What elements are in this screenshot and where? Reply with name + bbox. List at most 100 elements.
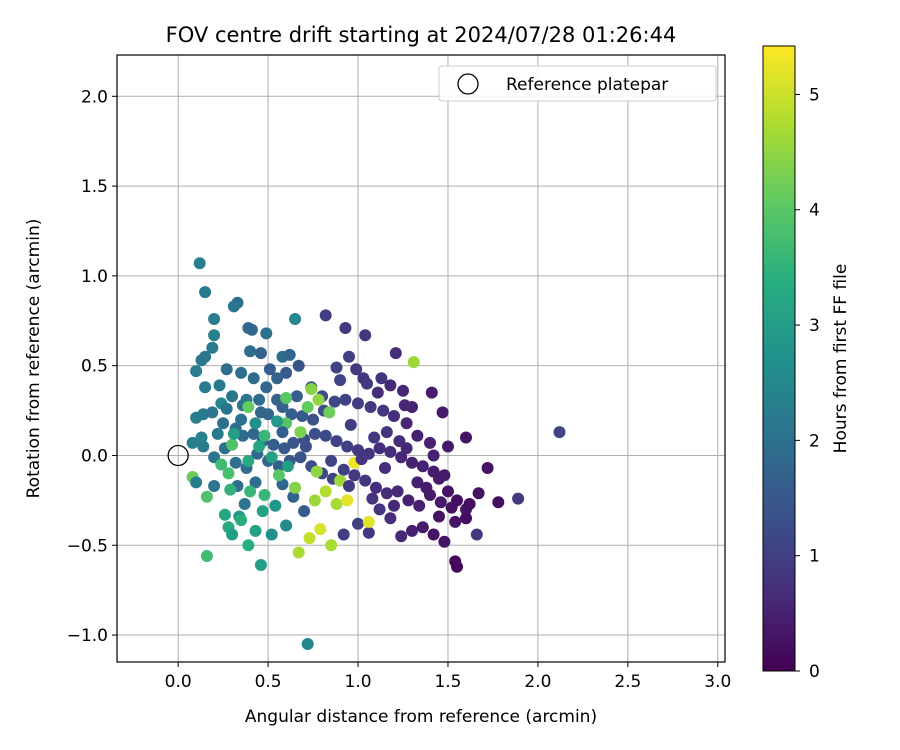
scatter-point (190, 476, 203, 489)
scatter-point (377, 404, 390, 417)
scatter-point (305, 383, 318, 395)
scatter-point (366, 492, 379, 505)
y-tick-label: 2.0 (81, 87, 108, 107)
scatter-point (200, 550, 213, 562)
scatter-point (238, 498, 251, 510)
scatter-point (330, 435, 343, 448)
y-axis-label: Rotation from reference (arcmin) (24, 219, 44, 499)
scatter-point (380, 426, 393, 439)
colorbar-gradient (762, 45, 796, 672)
plot-frame (116, 54, 726, 663)
scatter-point (512, 492, 525, 505)
scatter-point (215, 458, 228, 471)
scatter-point (224, 483, 237, 496)
scatter-point (258, 489, 271, 501)
scatter-point (460, 431, 472, 444)
scatter-point (416, 460, 429, 473)
scatter-point (307, 413, 320, 426)
scatter-point (325, 539, 338, 552)
scatter-point (364, 401, 377, 413)
scatter-point (438, 535, 451, 548)
scatter-point (341, 494, 354, 507)
y-tick-label: 1.5 (81, 177, 108, 197)
colorbar-ticks: 0 1 2 3 4 5 (795, 85, 820, 682)
scatter-point (397, 384, 409, 397)
scatter-point (463, 498, 476, 510)
scatter-point (226, 438, 239, 451)
scatter-point (253, 440, 266, 453)
scatter-point (389, 347, 402, 360)
legend-box (438, 65, 717, 102)
scatter-point (226, 528, 239, 541)
scatter-point (247, 372, 260, 385)
x-axis-label: Angular distance from reference (arcmin) (245, 707, 597, 727)
scatter-point (375, 372, 388, 385)
scatter-point (368, 431, 381, 444)
scatter-point (272, 460, 285, 473)
scatter-point (267, 438, 280, 451)
scatter-point (294, 426, 307, 439)
colorbar-tick-label: 2 (809, 431, 820, 451)
scatter-point (553, 426, 566, 439)
scatter-point (220, 363, 233, 376)
scatter-point (235, 413, 248, 426)
scatter-point (190, 365, 203, 378)
scatter-point (235, 366, 248, 379)
scatter-point (199, 381, 212, 394)
scatter-points (186, 257, 566, 650)
scatter-point (217, 417, 230, 430)
legend: Reference platepar (438, 65, 717, 102)
scatter-point (481, 462, 494, 474)
scatter-point (280, 392, 293, 404)
x-axis-ticks: 0.0 0.5 1.0 1.5 2.0 2.5 3.0 (165, 662, 731, 692)
scatter-point (272, 469, 285, 482)
scatter-point (343, 350, 355, 363)
scatter-point (287, 436, 300, 449)
scatter-point (330, 498, 343, 510)
legend-label-reference-platepar: Reference platepar (506, 75, 668, 95)
scatter-point (276, 426, 289, 439)
scatter-point (199, 286, 212, 299)
y-tick-label: 0.5 (81, 357, 108, 377)
scatter-point (244, 345, 257, 358)
scatter-point (254, 347, 267, 360)
scatter-point (388, 410, 400, 422)
scatter-point (265, 451, 278, 464)
scatter-point (413, 499, 426, 512)
scatter-point (334, 474, 347, 487)
scatter-point (208, 329, 221, 342)
scatter-point (256, 505, 269, 518)
scatter-point (400, 417, 413, 430)
scatter-point (395, 530, 408, 543)
scatter-point (287, 490, 300, 503)
scatter-point (242, 539, 255, 552)
scatter-point (227, 300, 240, 313)
scatter-point (361, 377, 373, 390)
scatter-point (298, 505, 311, 518)
scatter-point (249, 476, 262, 489)
scatter-point (400, 442, 413, 455)
scatter-point (355, 453, 368, 466)
y-tick-label: −1.0 (67, 626, 108, 646)
scatter-point (370, 481, 382, 494)
scatter-point (269, 499, 282, 512)
scatter-point (285, 408, 298, 421)
scatter-point (235, 514, 248, 527)
colorbar: 0 1 2 3 4 5 Hours from first FF file (762, 45, 851, 682)
scatter-point (359, 329, 372, 342)
scatter-point (200, 490, 213, 503)
legend-marker-open-circle (457, 73, 479, 95)
y-tick-label: 0.0 (81, 446, 108, 466)
scatter-point (384, 512, 397, 525)
scatter-point (470, 528, 483, 541)
scatter-point (362, 515, 375, 528)
scatter-point (319, 429, 332, 442)
scatter-point (206, 341, 219, 354)
scatter-point (281, 460, 294, 473)
scatter-point (337, 463, 350, 476)
scatter-point (343, 480, 355, 492)
scatter-point (460, 512, 472, 525)
scatter-point (280, 366, 293, 379)
scatter-point (271, 372, 284, 385)
scatter-point (424, 436, 436, 449)
